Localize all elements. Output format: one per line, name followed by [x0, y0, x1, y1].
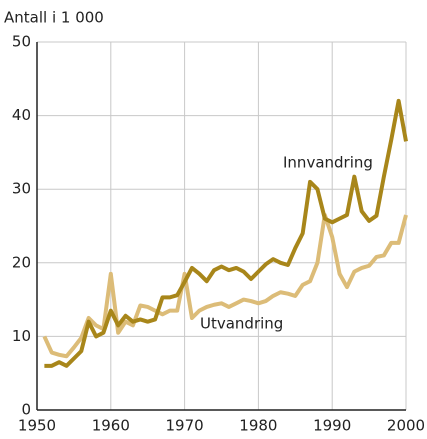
series-label: Utvandring: [200, 315, 283, 333]
y-axis-label: Antall i 1 000: [4, 9, 104, 27]
series-line: [44, 98, 408, 368]
y-tick-label: 10: [12, 327, 31, 345]
y-tick-label: 30: [12, 180, 31, 198]
series-label: Innvandring: [283, 154, 373, 172]
x-tick-label: 2000: [387, 417, 425, 435]
x-tick-label: 1980: [239, 417, 277, 435]
x-tick-label: 1950: [18, 417, 56, 435]
x-tick-label: 1970: [166, 417, 204, 435]
y-tick-label: 50: [12, 33, 31, 51]
x-tick-label: 1960: [92, 417, 130, 435]
y-tick-label: 40: [12, 106, 31, 124]
x-tick-label: 1990: [313, 417, 351, 435]
y-tick-label: 0: [21, 401, 31, 419]
y-tick-label: 20: [12, 253, 31, 271]
series-line: [42, 212, 408, 359]
